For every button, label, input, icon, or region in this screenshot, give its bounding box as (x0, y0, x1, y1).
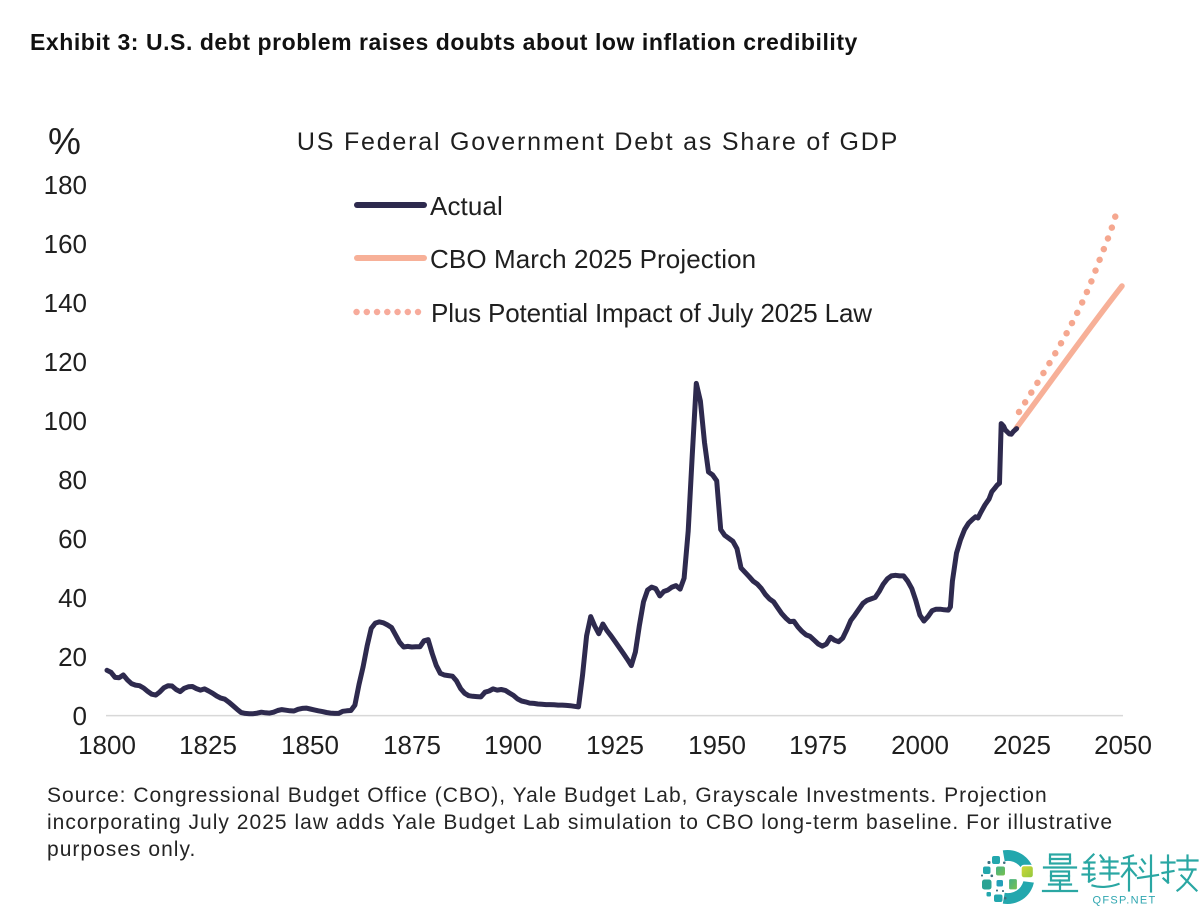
svg-text:QFSP.NET: QFSP.NET (1093, 895, 1157, 907)
